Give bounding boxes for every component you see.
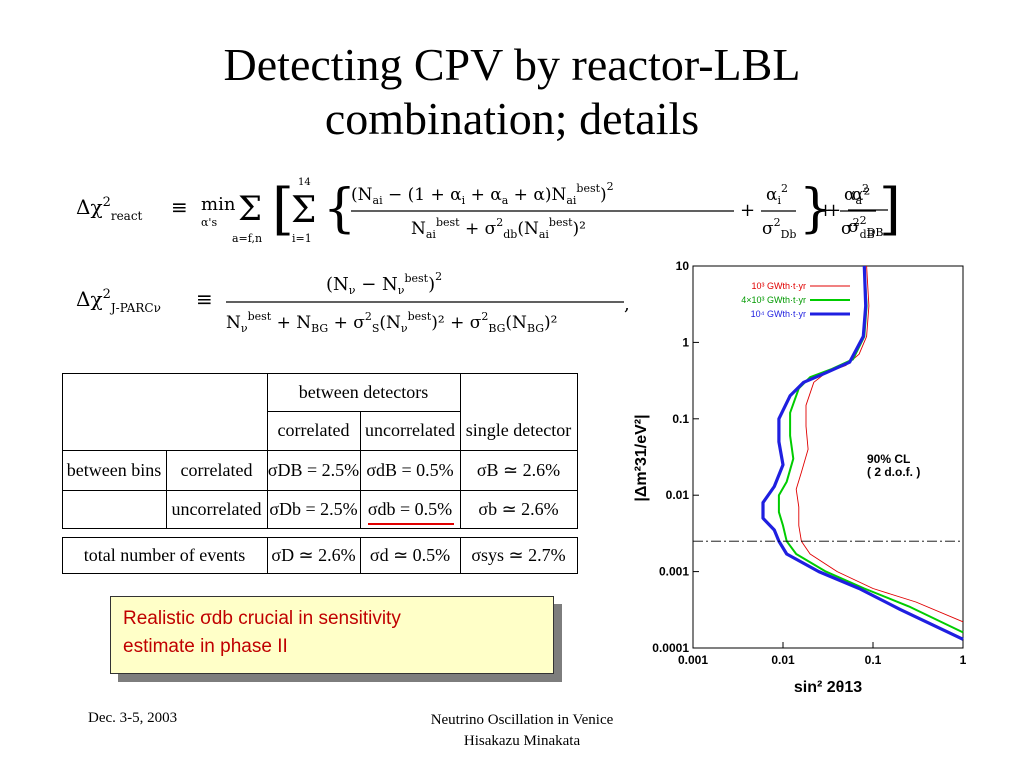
x-tick-label: 0.001 [678, 653, 708, 667]
cl-annotation-line2: ( 2 d.o.f. ) [867, 465, 920, 479]
y-tick-label: 0.01 [666, 488, 690, 502]
alpha-over-sigma-DB: + α² σ2DB [826, 185, 888, 239]
footer-author: Hisakazu Minakata [463, 733, 581, 749]
header-correlated: correlated [277, 420, 350, 440]
header-single-detector: single detector [465, 420, 572, 440]
svg-text:[: [ [272, 177, 294, 242]
cell-sigma-B: σB ≃ 2.6% [476, 459, 561, 480]
x-tick-label: 0.01 [771, 653, 795, 667]
svg-text:+: + [740, 200, 755, 221]
row-label-uncorrelated: uncorrelated [171, 498, 262, 519]
x-tick-label: 0.1 [865, 653, 882, 667]
svg-text:α's: α's [201, 216, 217, 229]
slide-title-line1: Detecting CPV by reactor-LBL [223, 39, 801, 90]
cell-sigma-db: σdb = 0.5% [367, 498, 453, 519]
svg-text:(Nν − Nνbest)2: (Nν − Nνbest)2 [326, 270, 442, 297]
cell-sigma-sys: σsys ≃ 2.7% [471, 544, 566, 565]
svg-text:αi2: αi2 [766, 182, 788, 207]
svg-text:+: + [818, 200, 833, 221]
svg-text:14: 14 [298, 177, 311, 188]
svg-text:σ2DB: σ2DB [848, 214, 884, 239]
cell-sigma-Db: σDb = 2.5% [269, 498, 358, 519]
cell-sigma-dB: σdB = 0.5% [366, 459, 454, 480]
footer-center: Neutrino Oscillation in Venice Hisakazu … [372, 710, 672, 752]
chart-legend: 10³ GWth·t·yr 4×10³ GWth·t·yr 10⁴ GWth·t… [741, 281, 850, 319]
y-tick-label: 1 [682, 335, 689, 349]
cl-annotation-line1: 90% CL [867, 452, 910, 466]
sigma-db-underline [368, 523, 454, 525]
y-tick-label: 0.0001 [652, 641, 689, 655]
x-tick-label: 1 [960, 653, 967, 667]
svg-text:Naibest + σ2db(Naibest)²: Naibest + σ2db(Naibest)² [411, 216, 586, 241]
y-tick-label: 0.1 [672, 412, 689, 426]
svg-text:σ2Db: σ2Db [762, 216, 796, 241]
x-axis-label: sin² 2θ13 [794, 679, 862, 696]
legend-label-10e3: 10³ GWth·t·yr [751, 281, 806, 291]
svg-text:≡: ≡ [171, 195, 188, 219]
chi2-jparc-equation: Δχ2J-PARCν ≡ (Nν − Nνbest)2 Nνbest + NBG… [76, 270, 630, 335]
legend-label-10e4: 10⁴ GWth·t·yr [751, 309, 806, 319]
svg-text:Σ: Σ [238, 189, 262, 229]
slide-title-line2: combination; details [324, 93, 700, 144]
y-tick-label: 10 [676, 259, 690, 273]
callout-line1: Realistic σdb crucial in sensitivity [123, 608, 401, 629]
legend-label-4x10e3: 4×10³ GWth·t·yr [741, 295, 806, 305]
svg-text:a=f,n: a=f,n [232, 232, 262, 245]
svg-text:Σ: Σ [291, 190, 316, 231]
header-between-detectors: between detectors [298, 381, 429, 402]
y-tick-label: 0.001 [659, 565, 689, 579]
cell-sigma-D: σD ≃ 2.6% [271, 544, 356, 565]
cell-sigma-d: σd ≃ 0.5% [369, 544, 451, 565]
svg-text:+: + [826, 200, 841, 221]
cell-sigma-DB: σDB = 2.5% [267, 459, 360, 480]
footer-conference: Neutrino Oscillation in Venice [430, 712, 614, 728]
cell-sigma-b: σb ≃ 2.6% [478, 498, 559, 519]
y-axis-label: |Δm²31/eV²| [633, 414, 650, 501]
row-group-between-bins: between bins [66, 459, 162, 480]
svg-text:Nνbest + NBG + σ2S(Nνbest)² +: Nνbest + NBG + σ2S(Nνbest)² + σ2BG(NBG)² [226, 310, 557, 335]
svg-text:(Nai − (1 + αi + αa + α)Naibes: (Nai − (1 + αi + αa + α)Naibest)2 [351, 180, 614, 207]
row-label-total-events: total number of events [83, 544, 246, 565]
sensitivity-curve-2 [761, 265, 964, 641]
svg-text:Δχ2react: Δχ2react [76, 195, 143, 223]
sensitivity-curve-1 [777, 265, 964, 634]
svg-text:]: ] [879, 177, 901, 242]
chi2-react-equation: Δχ2react ≡ min α's Σ a=f,n [ Σ 14 i=1 { … [76, 177, 901, 245]
plot-frame [692, 265, 964, 649]
callout-box: Realistic σdb crucial in sensitivity est… [110, 596, 554, 674]
header-uncorrelated: uncorrelated [365, 420, 455, 440]
svg-text:Δχ2J-PARCν: Δχ2J-PARCν [76, 287, 161, 315]
svg-text:≡: ≡ [196, 287, 213, 311]
svg-text:}: } [799, 179, 832, 239]
chi2-react-equation-tail: + α² σ2DB [826, 180, 896, 245]
systematic-error-table: between detectors correlated uncorrelate… [62, 373, 578, 575]
svg-text:α²: α² [852, 185, 870, 205]
row-label-correlated: correlated [180, 459, 253, 480]
footer-date: Dec. 3-5, 2003 [88, 710, 178, 726]
svg-text:min: min [201, 194, 236, 215]
sensitivity-curve-0 [795, 265, 964, 623]
callout-line2: estimate in phase II [123, 636, 288, 657]
slide-title: Detecting CPV by reactor-LBL combination… [0, 38, 1024, 146]
svg-text:,: , [624, 294, 630, 315]
svg-text:i=1: i=1 [292, 232, 312, 245]
svg-text:{: { [323, 179, 356, 239]
